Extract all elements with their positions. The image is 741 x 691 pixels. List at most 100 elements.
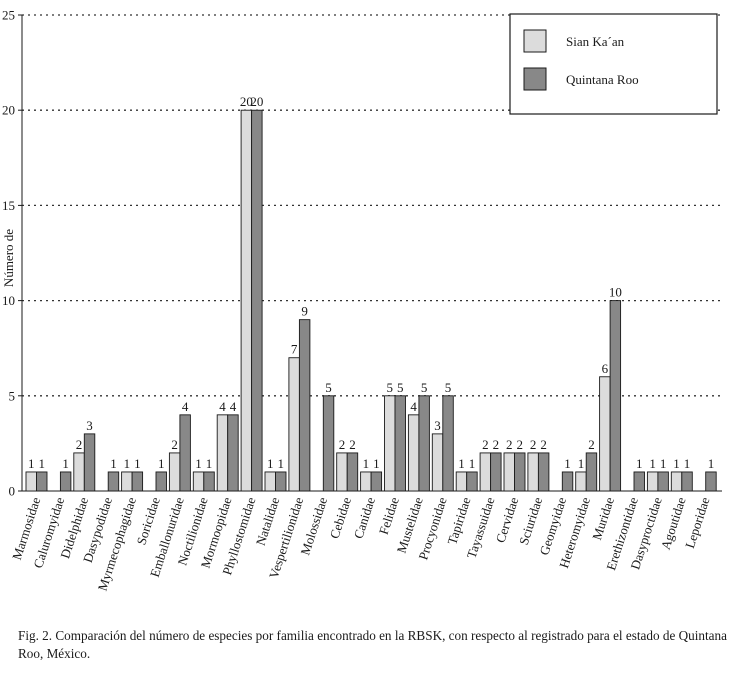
x-tick-label: Felidae xyxy=(376,495,402,536)
x-tick-label: Canidae xyxy=(351,495,378,540)
bar-sian-kaan xyxy=(384,395,396,492)
bar-sian-kaan xyxy=(121,471,133,492)
bar-value-label: 1 xyxy=(684,456,691,471)
bar-value-label: 2 xyxy=(349,437,356,452)
bars xyxy=(25,109,717,492)
bar-value-label: 4 xyxy=(219,399,226,414)
y-tick-label: 0 xyxy=(9,484,16,499)
bar-quintana-roo xyxy=(107,471,120,492)
bar-value-label: 1 xyxy=(158,456,165,471)
bar-quintana-roo xyxy=(561,471,574,492)
x-tick-labels: MarmosidaeCaluromyidaeDidelphidaeDasypod… xyxy=(9,495,713,593)
bar-value-label: 1 xyxy=(564,456,571,471)
bar-value-label: 4 xyxy=(410,399,417,414)
bar-value-label: 5 xyxy=(445,380,452,395)
figure-caption: Fig. 2. Comparación del número de especi… xyxy=(18,628,727,661)
bar-quintana-roo xyxy=(155,471,167,492)
bar-sian-kaan xyxy=(25,471,37,492)
bar-value-label: 1 xyxy=(458,456,465,471)
bar-value-label: 5 xyxy=(421,380,428,395)
bar-value-label: 1 xyxy=(673,456,680,471)
legend-label-quintana-roo: Quintana Roo xyxy=(566,72,639,87)
bar-sian-kaan xyxy=(670,471,683,492)
y-tick-label: 25 xyxy=(2,8,15,23)
bar-sian-kaan xyxy=(455,471,468,492)
bar-value-label: 1 xyxy=(278,456,285,471)
bar-sian-kaan xyxy=(288,357,300,492)
legend-swatch-sian-kaan xyxy=(523,29,547,53)
bar-value-label: 1 xyxy=(39,456,46,471)
bar-sian-kaan xyxy=(336,452,348,492)
bar-value-label: 1 xyxy=(195,456,202,471)
bar-quintana-roo xyxy=(514,452,526,492)
bar-value-label: 4 xyxy=(182,399,189,414)
bar-quintana-roo xyxy=(370,471,383,492)
bar-quintana-roo xyxy=(394,395,406,492)
bar-quintana-roo xyxy=(275,471,287,492)
bar-quintana-roo xyxy=(537,452,550,492)
bar-value-label: 1 xyxy=(578,456,585,471)
bar-value-label: 20 xyxy=(250,94,263,109)
bar-value-label: 5 xyxy=(325,380,332,395)
bar-value-label: 1 xyxy=(708,456,715,471)
y-tick-label: 10 xyxy=(2,293,15,308)
bar-value-label: 6 xyxy=(602,361,609,376)
bar-quintana-roo xyxy=(657,471,669,492)
bar-sian-kaan xyxy=(216,414,229,492)
legend-swatch-quintana-roo xyxy=(523,67,547,91)
bar-quintana-roo xyxy=(131,471,144,492)
bar-value-label: 2 xyxy=(506,437,513,452)
bar-value-label: 1 xyxy=(363,456,370,471)
bar-quintana-roo xyxy=(442,395,454,492)
bar-value-label: 1 xyxy=(206,456,213,471)
bar-sian-kaan xyxy=(407,414,420,492)
bar-value-label: 1 xyxy=(28,456,35,471)
bar-sian-kaan xyxy=(503,452,515,492)
bar-value-label: 4 xyxy=(230,399,237,414)
bar-quintana-roo xyxy=(705,471,717,492)
bar-sian-kaan xyxy=(646,471,659,492)
bar-quintana-roo xyxy=(322,395,335,492)
bar-quintana-roo xyxy=(418,395,430,492)
bar-value-label: 2 xyxy=(530,437,537,452)
bar-value-label: 2 xyxy=(540,437,547,452)
y-tick-label: 20 xyxy=(2,103,15,118)
bar-sian-kaan xyxy=(431,433,444,492)
legend-label-sian-kaan: Sian Ka´an xyxy=(566,34,625,49)
bar-sian-kaan xyxy=(360,471,372,492)
bar-value-label: 2 xyxy=(171,437,178,452)
bar-value-label: 20 xyxy=(240,94,253,109)
bar-quintana-roo xyxy=(36,471,48,492)
bar-value-label: 1 xyxy=(660,456,667,471)
bar-value-label: 1 xyxy=(649,456,656,471)
bar-value-label: 2 xyxy=(339,437,346,452)
bar-quintana-roo xyxy=(251,109,263,492)
bar-quintana-roo xyxy=(490,452,502,492)
bar-value-label: 2 xyxy=(76,437,83,452)
bar-quintana-roo xyxy=(59,471,72,492)
bar-value-label: 1 xyxy=(124,456,131,471)
bar-quintana-roo xyxy=(227,414,239,492)
bar-sian-kaan xyxy=(192,471,205,492)
bar-sian-kaan xyxy=(240,109,253,492)
bar-value-label: 1 xyxy=(373,456,380,471)
bar-value-label: 2 xyxy=(482,437,489,452)
y-tick-label: 15 xyxy=(2,198,15,213)
bar-sian-kaan xyxy=(527,452,539,492)
bar-value-label: 1 xyxy=(267,456,274,471)
legend-box xyxy=(509,13,718,115)
bar-quintana-roo xyxy=(466,471,478,492)
bar-value-label: 9 xyxy=(301,304,308,319)
bar-quintana-roo xyxy=(681,471,693,492)
y-axis-label: Número de xyxy=(1,229,16,287)
bar-value-label: 1 xyxy=(110,456,117,471)
bar-quintana-roo xyxy=(298,319,311,492)
x-tick-label: Cebidae xyxy=(327,495,354,540)
bar-value-label: 1 xyxy=(636,456,643,471)
bar-sian-kaan xyxy=(168,452,181,492)
bar-quintana-roo xyxy=(585,452,598,492)
bar-value-label: 5 xyxy=(397,380,404,395)
bar-value-label: 3 xyxy=(86,418,93,433)
